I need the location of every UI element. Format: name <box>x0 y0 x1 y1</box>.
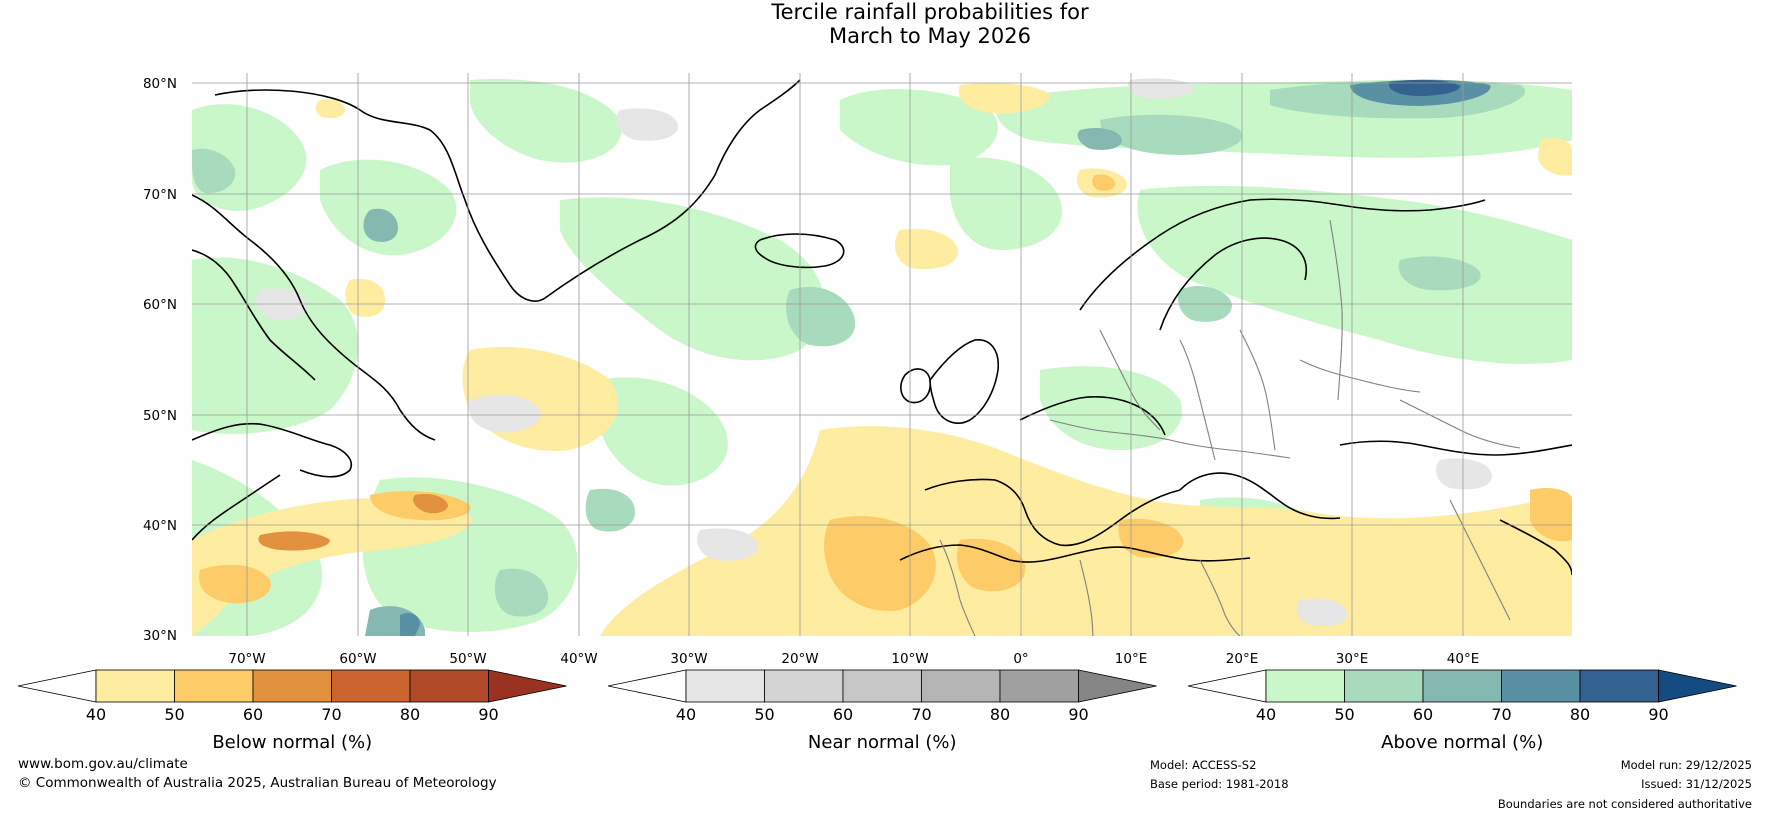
colorbar-above-segment <box>1579 669 1659 703</box>
colorbar-near-segment <box>921 669 1001 703</box>
colorbar-below-tick: 90 <box>478 705 498 724</box>
colorbar-above-segment <box>1344 669 1424 703</box>
longitude-labels: 70°W 60°W 50°W 40°W 30°W 20°W 10°W 0° 10… <box>228 651 1479 667</box>
colorbar-above-segment <box>1265 669 1345 703</box>
colorbar-near-tick: 90 <box>1068 705 1088 724</box>
colorbar-near-title: Near normal (%) <box>808 732 957 753</box>
title-line-2: March to May 2026 <box>829 24 1031 48</box>
lon-label-0: 0° <box>1013 651 1028 667</box>
base-period: Base period: 1981-2018 <box>1150 777 1289 791</box>
colorbar-near-tick: 80 <box>990 705 1010 724</box>
colorbar-below-tick: 60 <box>243 705 263 724</box>
colorbars: 40 50 60 70 80 90 Below normal (%) 40 50 60 70 80 90… <box>17 669 1737 753</box>
lat-label-80n: 80°N <box>143 76 177 92</box>
lon-label-10w: 10°W <box>891 651 928 667</box>
country-borders <box>939 219 1521 636</box>
colorbar-above-extend-high <box>1658 669 1737 703</box>
colorbar-above-extend-low <box>1187 669 1267 703</box>
colorbar-below-segment <box>174 669 254 703</box>
colorbar-above-tick: 40 <box>1256 705 1276 724</box>
colorbar-below-extend-high <box>488 669 567 703</box>
colorbar-above: 40 50 60 70 80 90 Above normal (%) <box>1187 669 1737 753</box>
title-line-1: Tercile rainfall probabilities for <box>771 0 1089 24</box>
colorbar-near-segment <box>764 669 844 703</box>
latitude-labels: 80°N 70°N 60°N 50°N 40°N 30°N <box>143 76 177 644</box>
colorbar-below-segment <box>409 669 489 703</box>
colorbar-near: 40 50 60 70 80 90 Near normal (%) <box>607 669 1157 753</box>
lon-label-20w: 20°W <box>781 651 818 667</box>
colorbar-below-tick: 80 <box>400 705 420 724</box>
colorbar-near-tick: 60 <box>833 705 853 724</box>
lon-label-30w: 30°W <box>670 651 707 667</box>
colorbar-above-tick: 70 <box>1491 705 1511 724</box>
colorbar-above-tick: 80 <box>1570 705 1590 724</box>
lon-label-50w: 50°W <box>449 651 486 667</box>
below-normal-regions <box>192 83 1572 636</box>
lon-label-70w: 70°W <box>228 651 265 667</box>
copyright-text: © Commonwealth of Australia 2025, Austra… <box>18 775 497 791</box>
lat-label-50n: 50°N <box>143 408 177 424</box>
colorbar-below: 40 50 60 70 80 90 Below normal (%) <box>17 669 567 753</box>
lat-label-70n: 70°N <box>143 187 177 203</box>
map-title: Tercile rainfall probabilities for March… <box>0 0 1770 48</box>
colorbar-near-segment <box>685 669 765 703</box>
lon-label-10e: 10°E <box>1115 651 1147 667</box>
model-name: Model: ACCESS-S2 <box>1150 758 1257 772</box>
colorbar-below-segment <box>95 669 175 703</box>
lon-label-30e: 30°E <box>1336 651 1368 667</box>
colorbar-near-extend-high <box>1078 669 1157 703</box>
lat-label-40n: 40°N <box>143 518 177 534</box>
colorbar-above-tick: 90 <box>1648 705 1668 724</box>
colorbar-below-tick: 40 <box>86 705 106 724</box>
lat-label-30n: 30°N <box>143 628 177 644</box>
colorbar-near-tick: 40 <box>676 705 696 724</box>
lon-label-60w: 60°W <box>339 651 376 667</box>
colorbar-above-tick: 60 <box>1413 705 1433 724</box>
lon-label-20e: 20°E <box>1226 651 1258 667</box>
colorbar-below-tick: 70 <box>321 705 341 724</box>
colorbar-below-title: Below normal (%) <box>212 732 372 753</box>
map-area <box>192 73 1572 636</box>
coastlines <box>192 79 1572 576</box>
lon-label-40w: 40°W <box>560 651 597 667</box>
colorbar-above-segment <box>1501 669 1581 703</box>
colorbar-near-tick: 70 <box>911 705 931 724</box>
gridlines <box>192 73 1572 636</box>
lon-label-40e: 40°E <box>1447 651 1479 667</box>
website-link[interactable]: www.bom.gov.au/climate <box>18 756 188 772</box>
lat-label-60n: 60°N <box>143 297 177 313</box>
colorbar-near-tick: 50 <box>754 705 774 724</box>
colorbar-below-tick: 50 <box>164 705 184 724</box>
colorbar-near-extend-low <box>607 669 687 703</box>
colorbar-below-extend-low <box>17 669 97 703</box>
colorbar-above-title: Above normal (%) <box>1381 732 1543 753</box>
boundaries-disclaimer: Boundaries are not considered authoritat… <box>1497 797 1752 811</box>
colorbar-near-segment <box>842 669 922 703</box>
colorbar-below-segment <box>252 669 332 703</box>
issued-date: Issued: 31/12/2025 <box>1641 777 1752 791</box>
colorbar-near-segment <box>999 669 1079 703</box>
colorbar-below-segment <box>331 669 411 703</box>
colorbar-above-tick: 50 <box>1334 705 1354 724</box>
model-run-date: Model run: 29/12/2025 <box>1620 758 1752 772</box>
colorbar-above-segment <box>1422 669 1502 703</box>
